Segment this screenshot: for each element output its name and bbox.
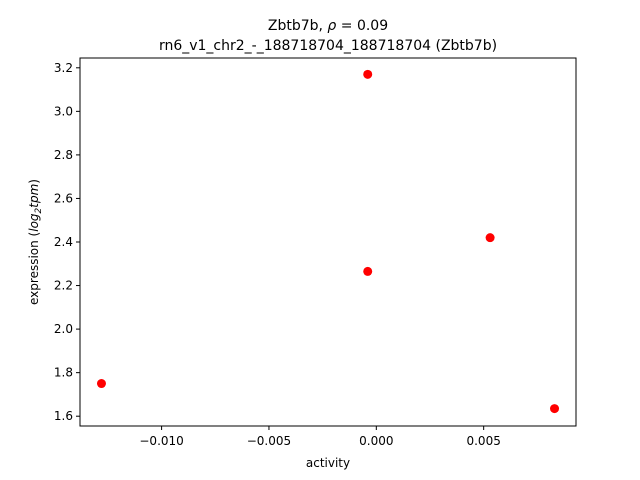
- y-tick-label: 1.6: [54, 409, 73, 423]
- y-label-sub: 2: [34, 207, 44, 213]
- y-tick-label: 2.4: [54, 235, 73, 249]
- y-tick-label: 2.6: [54, 191, 73, 205]
- x-tick-label: 0.000: [359, 434, 393, 448]
- y-axis-ticks: 1.6 1.8 2.0 2.2 2.4 2.6 2.8 3.0 3.2: [54, 61, 80, 423]
- chart-title-line2: rn6_v1_chr2_-_188718704_188718704 (Zbtb7…: [159, 38, 497, 54]
- data-point: [485, 233, 495, 243]
- y-axis-label: expression (log2tpm): [27, 179, 44, 305]
- x-tick-label: −0.010: [139, 434, 183, 448]
- data-point: [363, 266, 373, 276]
- y-label-tpm: tpm: [27, 184, 41, 208]
- y-tick-label: 2.8: [54, 148, 73, 162]
- x-axis-label: activity: [306, 456, 350, 470]
- x-tick-label: 0.005: [466, 434, 500, 448]
- title-gene: Zbtb7b,: [268, 18, 328, 34]
- y-tick-label: 2.2: [54, 279, 73, 293]
- chart-title-line1: Zbtb7b, ρ = 0.09: [268, 18, 388, 34]
- scatter-points: [96, 69, 560, 414]
- data-point: [96, 379, 106, 389]
- title-rho-symbol: ρ: [327, 18, 336, 34]
- data-point: [363, 69, 373, 79]
- y-tick-label: 2.0: [54, 322, 73, 336]
- y-label-suffix: ): [27, 179, 41, 184]
- y-label-log: log: [27, 213, 41, 232]
- x-tick-label: −0.005: [247, 434, 291, 448]
- y-tick-label: 3.0: [54, 104, 73, 118]
- y-tick-label: 1.8: [54, 366, 73, 380]
- data-point: [550, 404, 560, 414]
- x-axis-ticks: −0.010 −0.005 0.000 0.005: [139, 426, 501, 448]
- plot-area: [79, 57, 577, 427]
- y-tick-label: 3.2: [54, 61, 73, 75]
- title-rho-value: = 0.09: [336, 18, 388, 34]
- y-label-prefix: expression (: [27, 232, 41, 305]
